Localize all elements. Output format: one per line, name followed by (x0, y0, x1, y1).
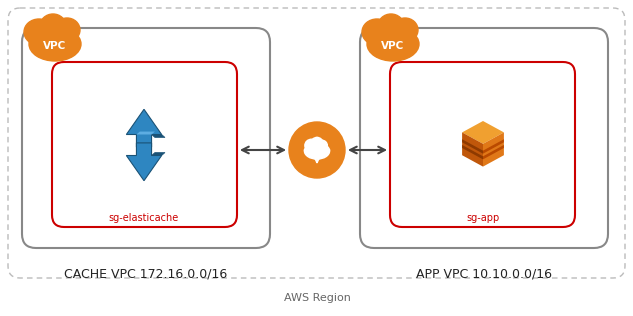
Ellipse shape (305, 139, 318, 152)
Ellipse shape (378, 14, 404, 38)
Polygon shape (462, 132, 483, 167)
Text: sg-app: sg-app (467, 213, 499, 223)
Ellipse shape (392, 18, 418, 42)
Ellipse shape (316, 140, 327, 151)
Ellipse shape (24, 19, 54, 45)
Ellipse shape (362, 19, 392, 45)
Ellipse shape (367, 27, 419, 61)
Text: sg-elasticache: sg-elasticache (109, 213, 179, 223)
Polygon shape (127, 143, 161, 181)
Polygon shape (483, 132, 504, 167)
Ellipse shape (40, 14, 66, 38)
FancyBboxPatch shape (390, 62, 575, 227)
Polygon shape (151, 153, 165, 155)
FancyBboxPatch shape (22, 28, 270, 248)
Text: VPC: VPC (44, 41, 66, 51)
Polygon shape (483, 139, 504, 154)
Polygon shape (483, 145, 504, 159)
Polygon shape (127, 109, 161, 147)
FancyBboxPatch shape (52, 62, 237, 227)
Ellipse shape (304, 143, 330, 159)
Polygon shape (151, 135, 165, 137)
Polygon shape (137, 131, 155, 135)
Circle shape (289, 122, 345, 178)
Polygon shape (462, 121, 504, 144)
Text: CACHE VPC 172.16.0.0/16: CACHE VPC 172.16.0.0/16 (65, 268, 228, 281)
Text: APP VPC 10.10.0.0/16: APP VPC 10.10.0.0/16 (416, 268, 552, 281)
Ellipse shape (29, 27, 81, 61)
Text: AWS Region: AWS Region (284, 293, 351, 303)
FancyBboxPatch shape (360, 28, 608, 248)
Ellipse shape (311, 137, 323, 148)
Text: VPC: VPC (381, 41, 404, 51)
Polygon shape (462, 139, 483, 154)
FancyBboxPatch shape (8, 8, 625, 278)
Ellipse shape (54, 18, 80, 42)
Polygon shape (462, 145, 483, 159)
